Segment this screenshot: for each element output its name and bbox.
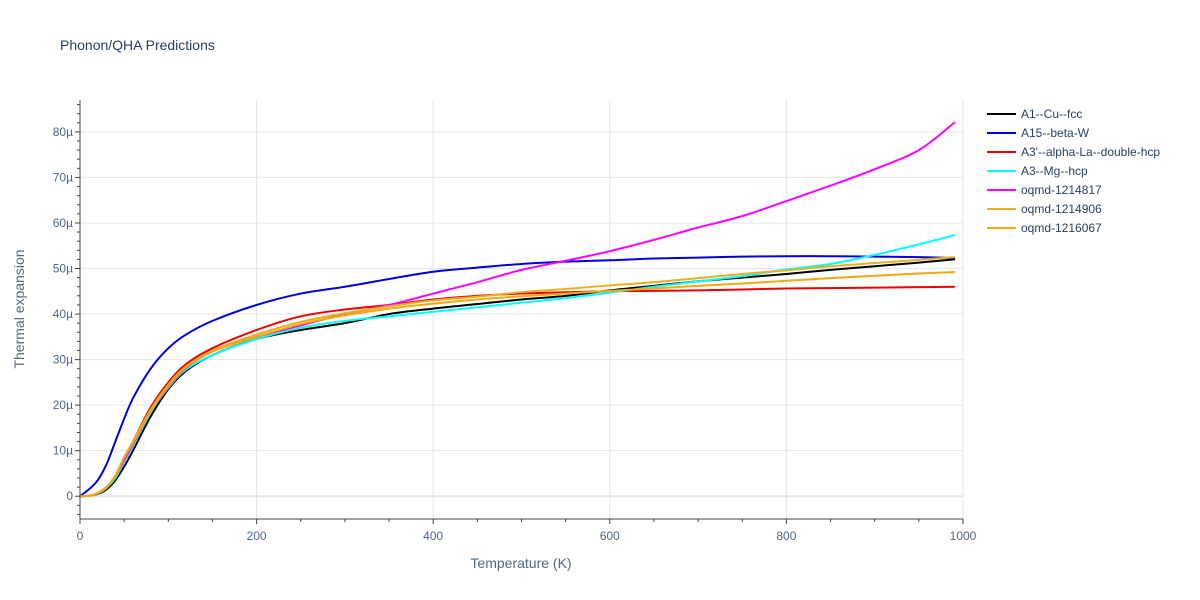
legend-label: oqmd-1216067 bbox=[1021, 221, 1102, 235]
x-tick-label: 200 bbox=[247, 529, 267, 543]
y-tick-label: 10µ bbox=[53, 444, 73, 458]
legend-item[interactable]: oqmd-1214906 bbox=[987, 202, 1102, 216]
y-axis-title: Thermal expansion bbox=[11, 249, 27, 368]
x-tick-label: 0 bbox=[77, 529, 84, 543]
y-tick-label: 0 bbox=[66, 489, 73, 503]
legend-item[interactable]: oqmd-1214817 bbox=[987, 183, 1102, 197]
legend-item[interactable]: A15--beta-W bbox=[987, 126, 1090, 140]
legend-item[interactable]: oqmd-1216067 bbox=[987, 221, 1102, 235]
legend-item[interactable]: A3'--alpha-La--double-hcp bbox=[987, 145, 1160, 159]
legend-label: A3--Mg--hcp bbox=[1021, 164, 1088, 178]
x-tick-label: 1000 bbox=[950, 529, 977, 543]
series-line-6 bbox=[79, 271, 956, 498]
x-tick-label: 800 bbox=[776, 529, 796, 543]
axes: 0 200 400 600 800 1000 0 10µ 20µ 30µ 40µ 50µ 60µ 70µ 8… bbox=[53, 100, 977, 543]
y-tick-label: 50µ bbox=[53, 262, 73, 276]
x-axis-title: Temperature (K) bbox=[470, 555, 571, 571]
y-tick-label: 80µ bbox=[53, 125, 73, 139]
legend-label: oqmd-1214817 bbox=[1021, 183, 1102, 197]
series-line-1 bbox=[79, 255, 956, 498]
plot-area bbox=[79, 121, 956, 498]
y-tick-label: 70µ bbox=[53, 170, 73, 184]
grid bbox=[80, 100, 964, 519]
y-tick-label: 30µ bbox=[53, 353, 73, 367]
legend: A1--Cu--fcc A15--beta-W A3'--alpha-La--dou… bbox=[987, 107, 1160, 235]
y-tick-label: 40µ bbox=[53, 307, 73, 321]
chart-title: Phonon/QHA Predictions bbox=[60, 37, 215, 53]
legend-label: A15--beta-W bbox=[1021, 126, 1090, 140]
legend-label: oqmd-1214906 bbox=[1021, 202, 1102, 216]
y-tick-label: 60µ bbox=[53, 216, 73, 230]
x-tick-label: 600 bbox=[600, 529, 620, 543]
x-tick-label: 400 bbox=[423, 529, 443, 543]
legend-item[interactable]: A1--Cu--fcc bbox=[987, 107, 1082, 121]
y-tick-label: 20µ bbox=[53, 398, 73, 412]
legend-item[interactable]: A3--Mg--hcp bbox=[987, 164, 1088, 178]
legend-label: A1--Cu--fcc bbox=[1021, 107, 1082, 121]
legend-label: A3'--alpha-La--double-hcp bbox=[1021, 145, 1160, 159]
